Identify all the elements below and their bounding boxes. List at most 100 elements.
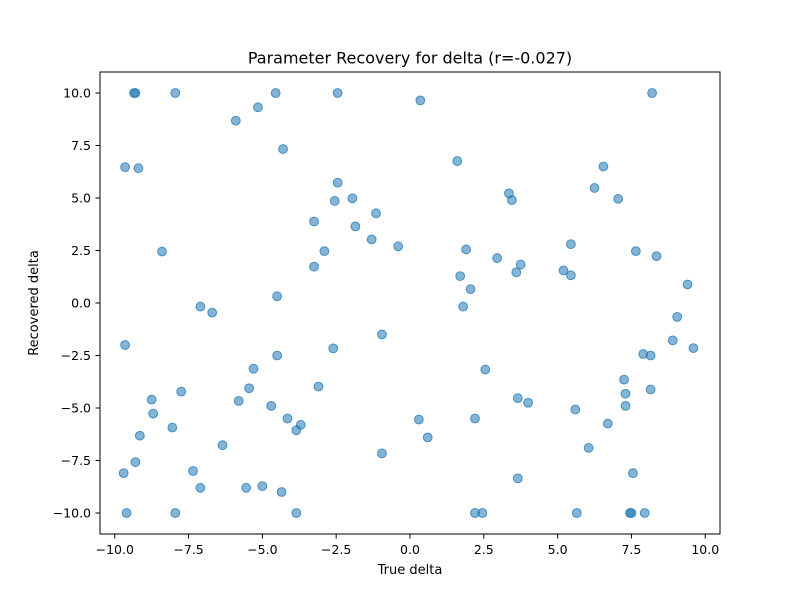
y-tick-label: −5.0 [61, 401, 91, 416]
data-point [613, 193, 624, 204]
data-point [570, 404, 581, 415]
x-axis-label: True delta [377, 563, 443, 578]
data-point [347, 193, 358, 204]
data-point [291, 508, 302, 518]
data-point [630, 246, 641, 257]
data-point [329, 196, 340, 206]
data-point [170, 88, 181, 98]
data-point [511, 267, 522, 278]
data-point [589, 183, 600, 193]
data-point [270, 88, 281, 98]
x-tick-label: −5.0 [247, 542, 277, 557]
data-point [371, 208, 381, 219]
data-point [458, 301, 469, 312]
data-point [667, 335, 678, 346]
data-point [602, 418, 613, 429]
data-point [688, 343, 699, 354]
data-point [350, 221, 361, 232]
data-point [130, 88, 141, 98]
data-point [639, 508, 650, 518]
data-point [170, 508, 181, 518]
data-point [217, 440, 228, 451]
data-point [672, 311, 683, 322]
data-point [647, 88, 657, 98]
x-tick-label: 2.5 [474, 542, 494, 557]
data-point [244, 383, 255, 394]
data-point [195, 301, 206, 312]
x-tick-label: −2.5 [321, 542, 351, 557]
data-point [167, 422, 178, 433]
data-point [230, 115, 241, 126]
data-point [413, 414, 424, 425]
data-point [276, 487, 287, 497]
data-point [130, 457, 141, 468]
x-tick-label: −7.5 [173, 542, 203, 557]
data-point [257, 481, 268, 492]
data-point [566, 239, 576, 250]
x-tick-label: 10.0 [691, 542, 719, 557]
data-point [121, 508, 132, 518]
data-point [682, 279, 693, 290]
data-point [157, 246, 167, 257]
data-point [422, 432, 433, 443]
data-point [118, 468, 129, 479]
data-point [328, 343, 339, 354]
data-point [452, 156, 463, 166]
data-point [133, 163, 144, 174]
y-tick-label: 7.5 [71, 138, 91, 153]
data-point [515, 259, 526, 270]
data-point [512, 393, 523, 404]
y-tick-label: −10.0 [53, 506, 91, 521]
x-tick-label: 0.0 [400, 542, 420, 557]
data-point [620, 401, 631, 411]
data-point [393, 241, 404, 252]
data-point [598, 161, 609, 172]
data-point [523, 397, 533, 408]
data-point [146, 394, 157, 405]
data-point [377, 448, 387, 459]
data-point [470, 413, 480, 424]
y-axis: −10.0 −7.5 −5.0 −2.5 0.0 2.5 5.0 7.5 10.0 [53, 86, 100, 521]
data-point [309, 261, 319, 272]
y-tick-label: 5.0 [71, 191, 91, 206]
data-point [272, 350, 283, 361]
data-point [619, 374, 629, 385]
data-point [319, 246, 330, 257]
data-point [645, 384, 656, 395]
data-point [233, 395, 244, 406]
data-point [465, 284, 476, 295]
data-point [461, 244, 472, 255]
data-point [332, 177, 343, 188]
y-tick-label: −7.5 [61, 453, 91, 468]
data-point [248, 363, 259, 374]
data-point [278, 144, 288, 154]
x-tick-label: 7.5 [621, 542, 641, 557]
data-point [366, 234, 377, 245]
data-point [272, 291, 283, 302]
data-point [626, 508, 637, 518]
data-point [134, 430, 145, 441]
data-point [512, 473, 523, 484]
data-point [558, 265, 569, 276]
data-point [188, 466, 198, 476]
data-point [309, 216, 319, 227]
data-point [638, 349, 649, 359]
data-point [583, 443, 594, 453]
y-tick-label: 10.0 [63, 86, 91, 101]
data-point [253, 102, 263, 113]
y-tick-label: −2.5 [61, 348, 91, 363]
x-tick-label: −10.0 [96, 542, 134, 557]
data-point [332, 88, 343, 98]
data-point [241, 482, 252, 493]
plot-area [118, 88, 699, 518]
data-point [176, 386, 187, 397]
data-point [480, 364, 491, 375]
data-point [492, 253, 503, 263]
data-point [148, 408, 159, 419]
data-point [120, 162, 130, 173]
data-point [566, 270, 576, 281]
data-point [620, 388, 631, 399]
x-axis: −10.0 −7.5 −5.0 −2.5 0.0 2.5 5.0 7.5 10.0 [96, 534, 719, 557]
data-point [313, 381, 324, 392]
